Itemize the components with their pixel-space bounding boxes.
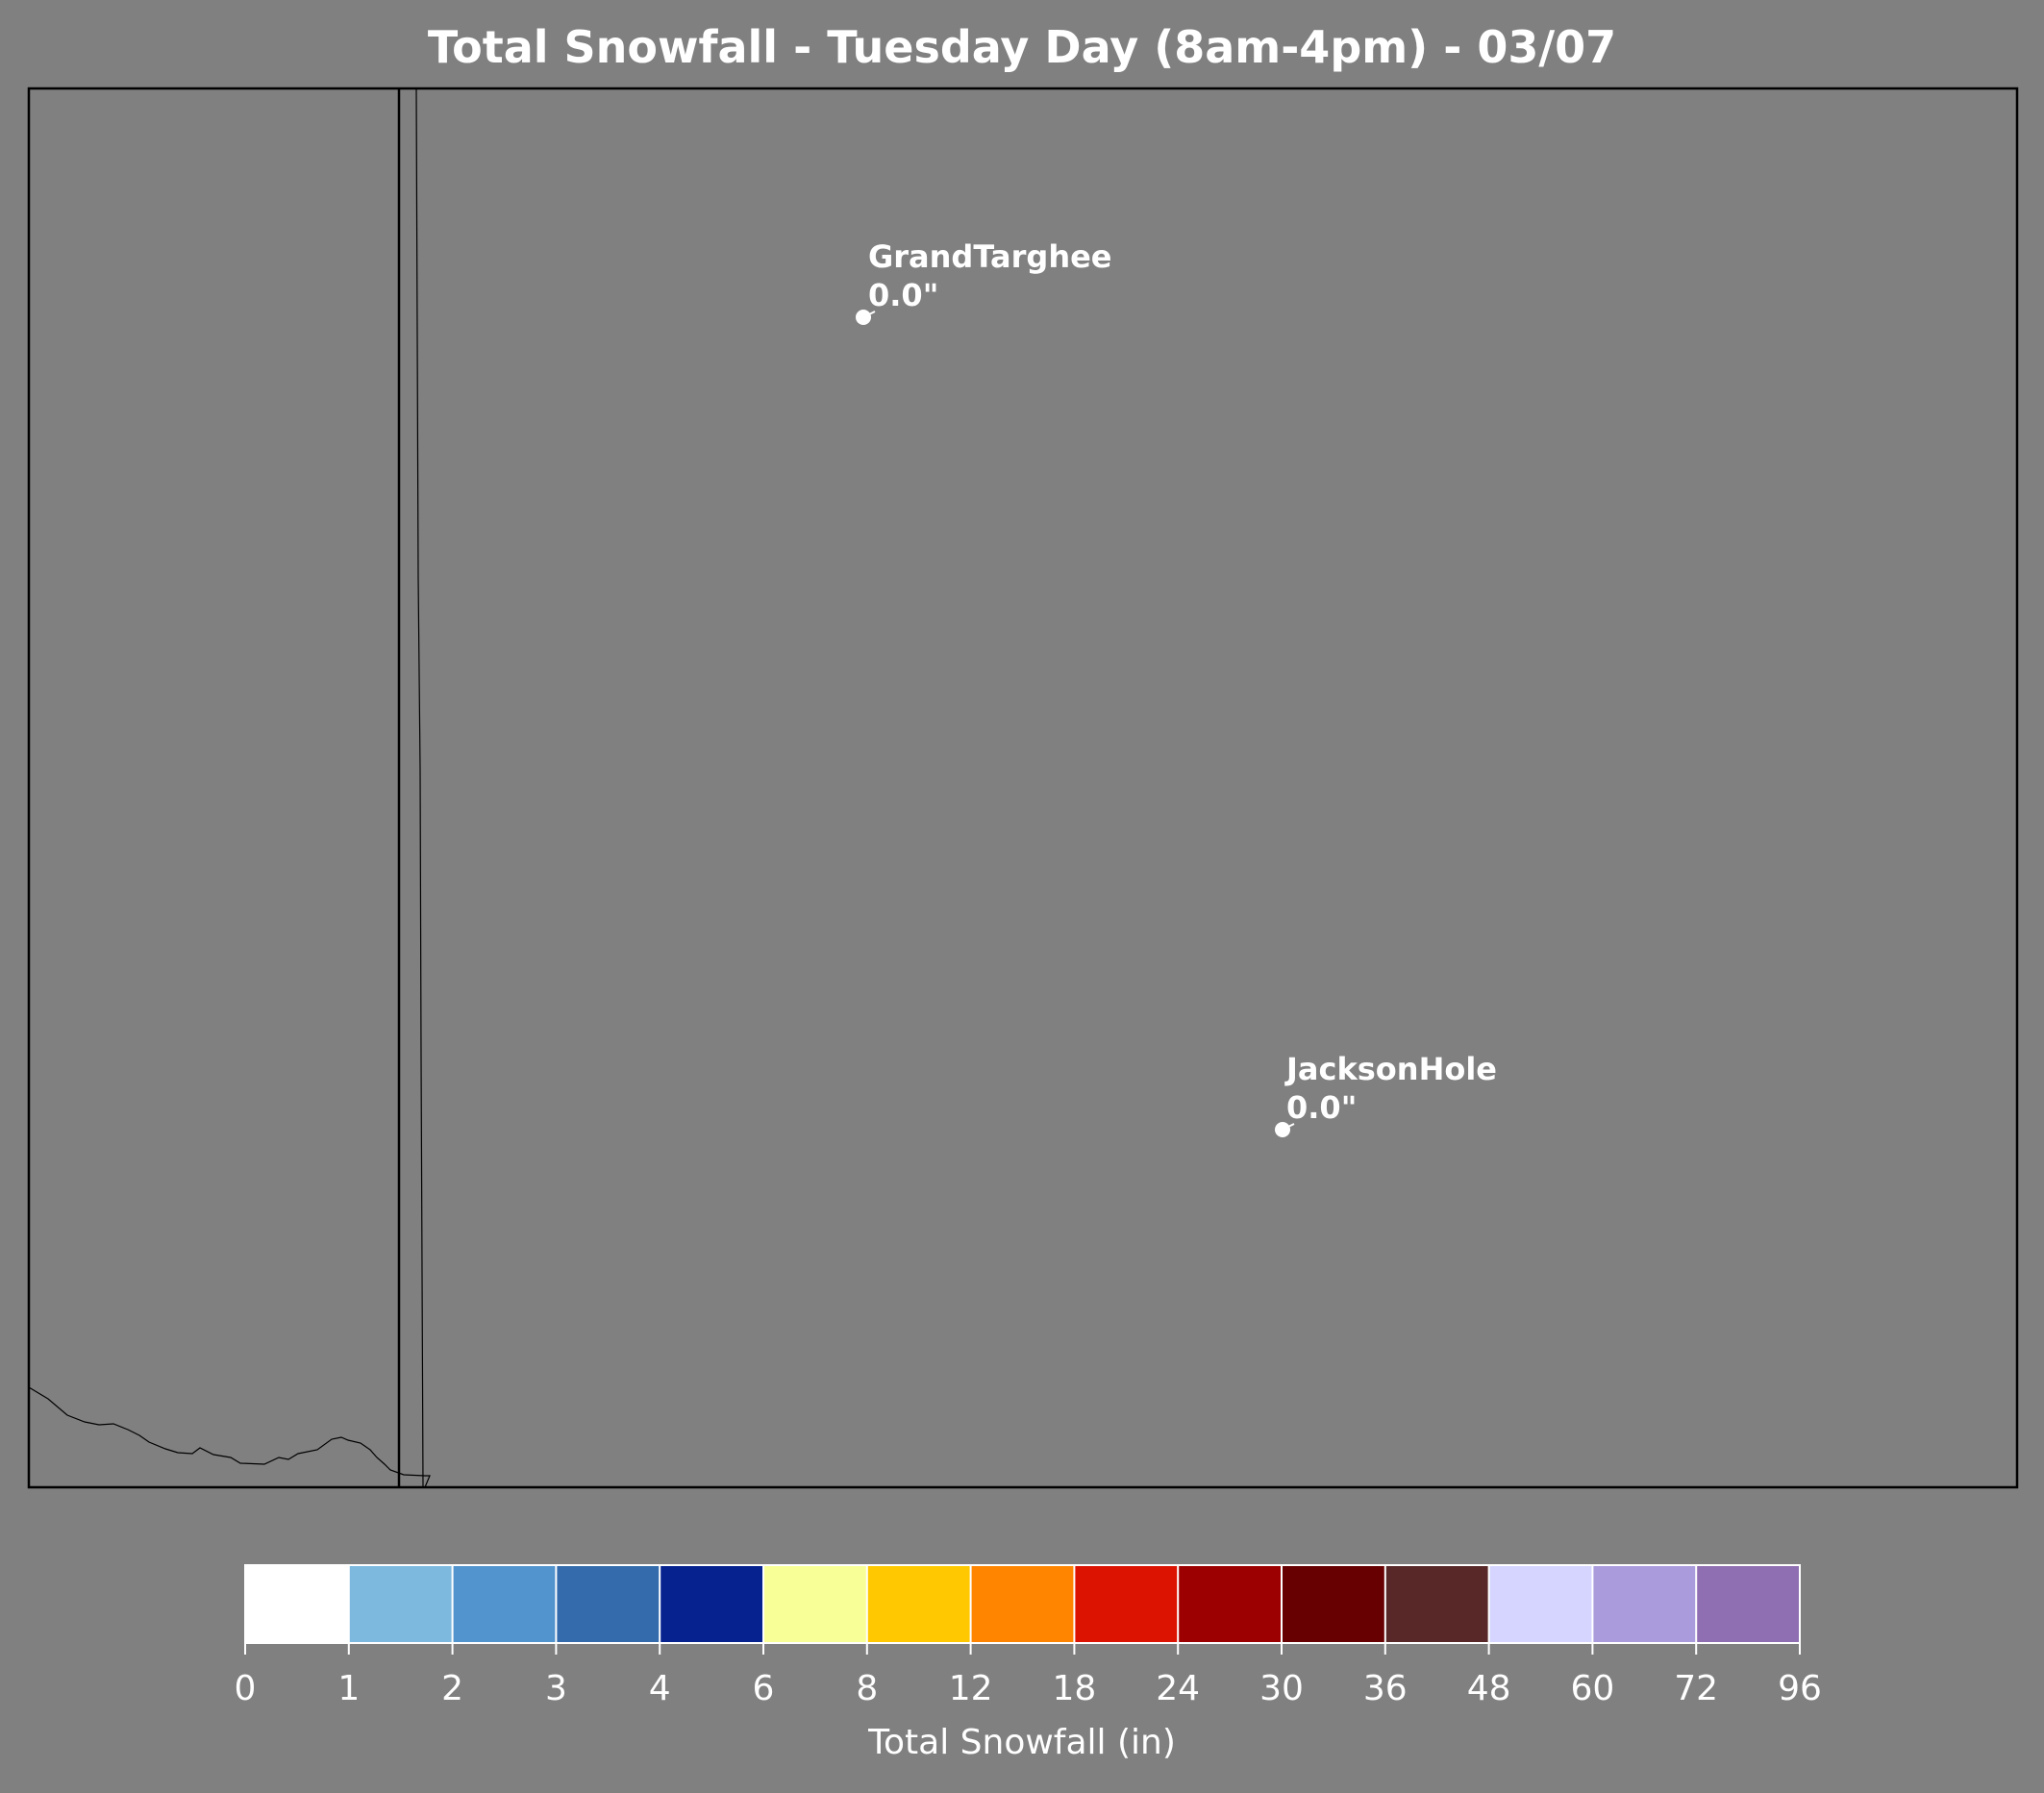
colorbar-tick-label: 96 [1778,1669,1822,1708]
station-marker-jacksonhole [1275,1122,1290,1137]
colorbar-tick-label: 36 [1362,1669,1408,1708]
colorbar-cell [1074,1565,1179,1643]
station-value: 0.0" [1286,1089,1358,1126]
colorbar-label: Total Snowfall (in) [868,1723,1176,1762]
colorbar-tick-label: 0 [234,1669,257,1708]
station-name: GrandTarghee [868,238,1112,275]
station-marker-grandtarghee [856,310,871,325]
colorbar-cell [348,1565,454,1643]
colorbar-tick-label: 2 [441,1669,464,1708]
colorbar-cell [1384,1565,1490,1643]
colorbar-tick-label: 18 [1052,1669,1097,1708]
colorbar-outline [244,1564,1801,1644]
colorbar-tick-label: 24 [1156,1669,1201,1708]
colorbar-cell [245,1565,350,1643]
colorbar-tick-label: 60 [1570,1669,1615,1708]
colorbar-tick-label: 3 [544,1669,567,1708]
colorbar-cell [970,1565,1075,1643]
county-border-line-south [28,1386,431,1488]
colorbar-cell [1696,1565,1801,1643]
colorbar-tick-label: 48 [1466,1669,1511,1708]
colorbar-tick-label: 1 [337,1669,361,1708]
map-title: Total Snowfall - Tuesday Day (8am-4pm) -… [427,21,1617,73]
colorbar-tick-label: 12 [948,1669,993,1708]
colorbar-tick-label: 4 [648,1669,671,1708]
colorbar-tick-label: 30 [1259,1669,1304,1708]
colorbar-cell [452,1565,557,1643]
colorbar-cell [763,1565,868,1643]
map-frame [27,87,2019,1489]
station-name: JacksonHole [1286,1051,1497,1087]
colorbar-tick-label: 8 [856,1669,879,1708]
county-border-line [415,87,424,1488]
colorbar-cell [1592,1565,1697,1643]
colorbar-cell [866,1565,972,1643]
station-value: 0.0" [868,277,939,313]
colorbar-cell [556,1565,661,1643]
colorbar-cell [1282,1565,1386,1643]
station-label-jacksonhole: JacksonHole 0.0" [1286,1050,1497,1127]
colorbar-cell [1178,1565,1283,1643]
colorbar-cell [660,1565,764,1643]
station-label-grandtarghee: GrandTarghee 0.0" [868,237,1112,314]
colorbar-cell [1488,1565,1593,1643]
colorbar-tick-label: 6 [752,1669,775,1708]
colorbar-tick-label: 72 [1674,1669,1719,1708]
